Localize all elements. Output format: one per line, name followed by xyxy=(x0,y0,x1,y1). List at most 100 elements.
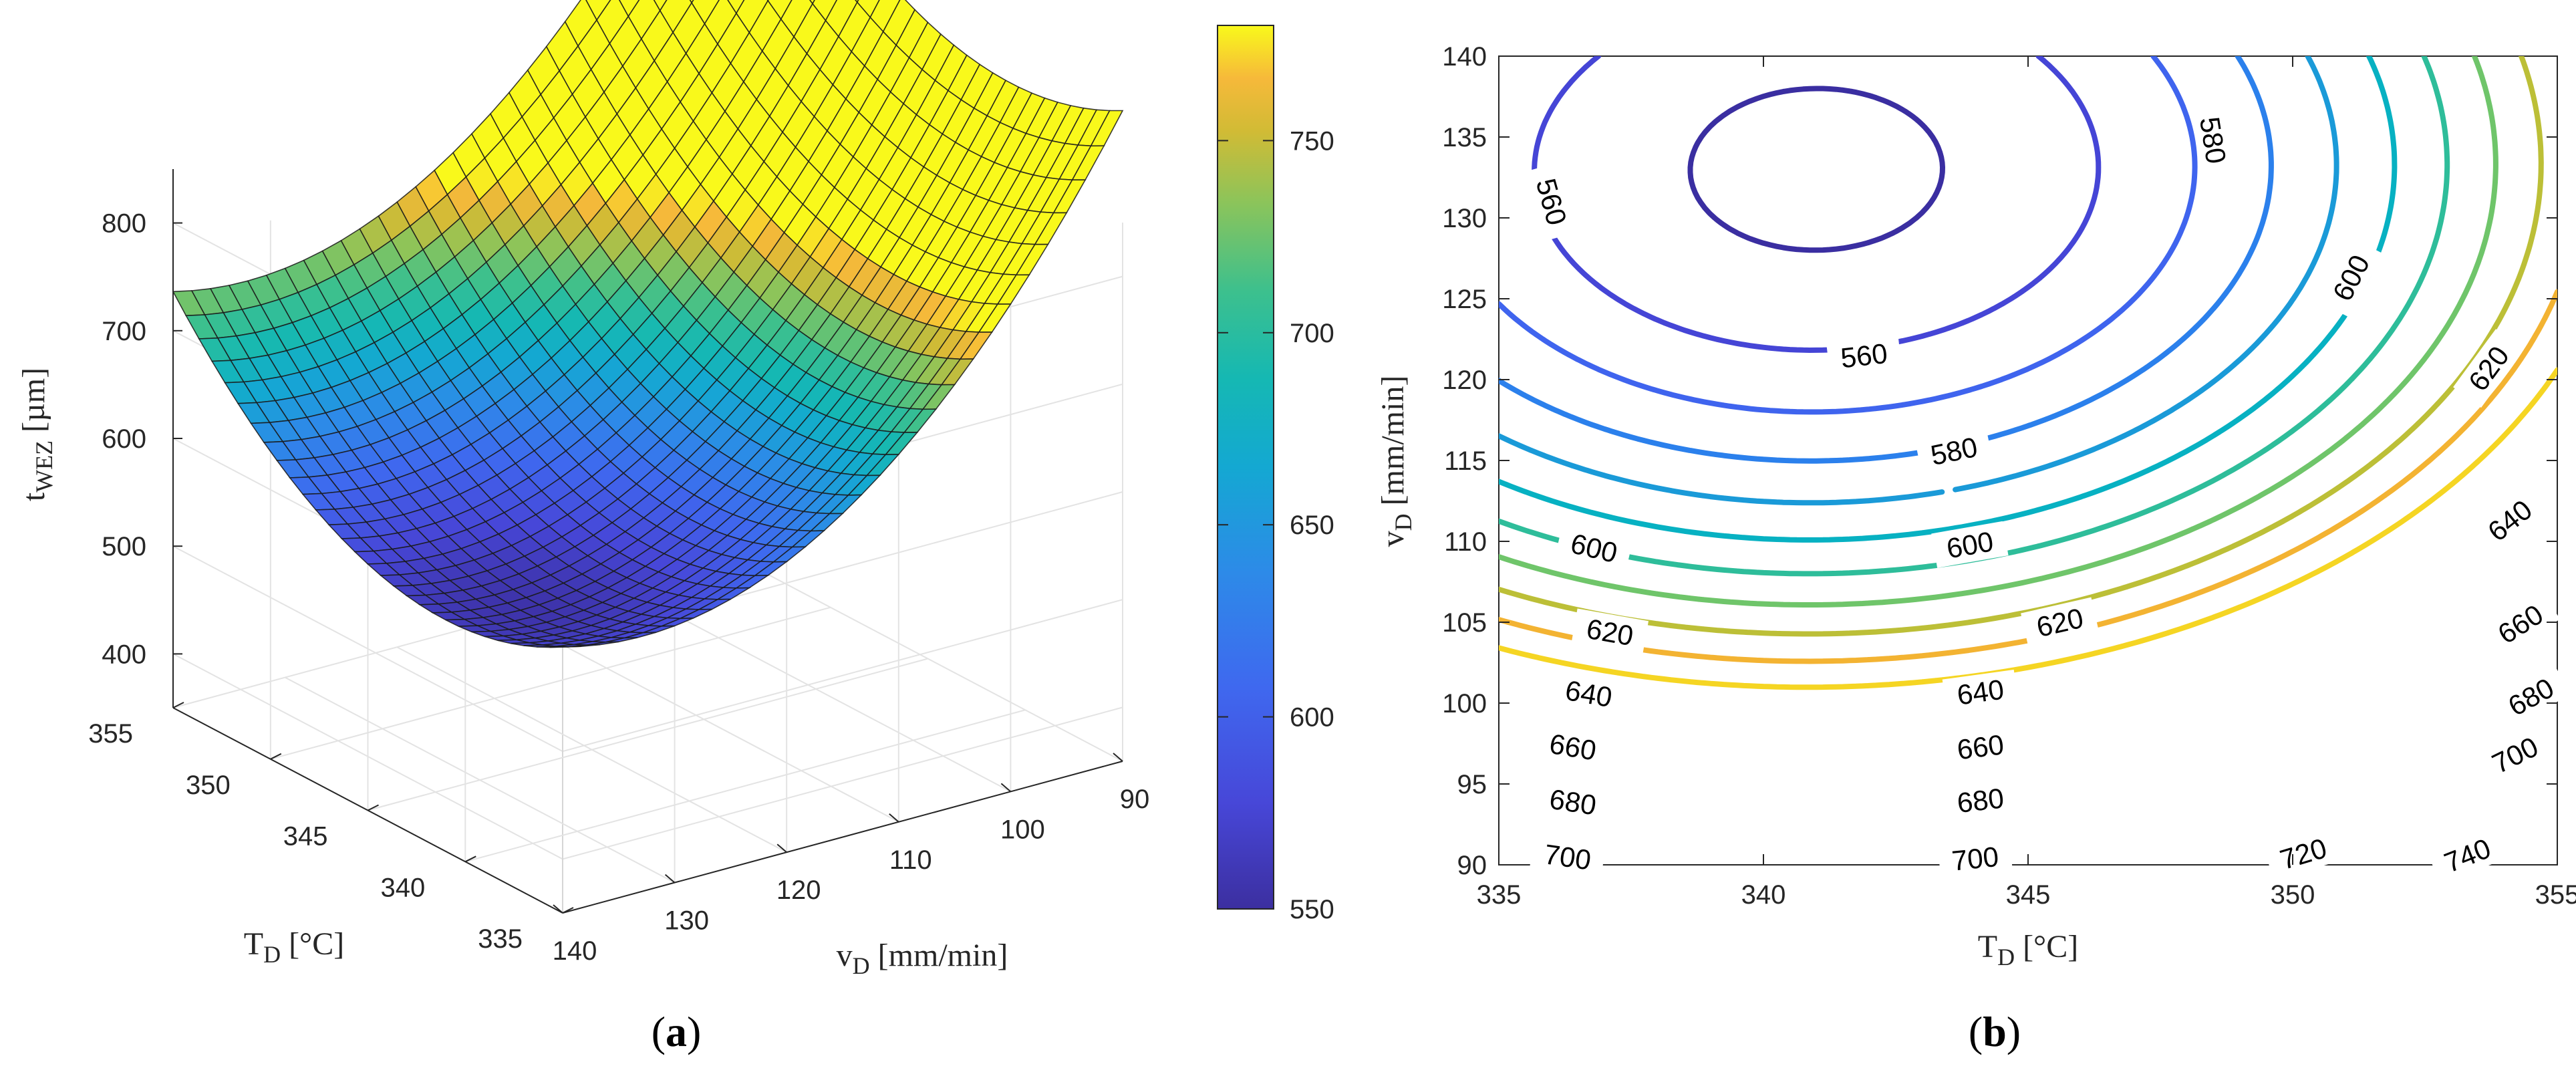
y-tick-label: 135 xyxy=(1442,123,1487,152)
contour-label-bg xyxy=(2427,825,2508,885)
contour-label-bg xyxy=(1914,426,1993,475)
surface-cell xyxy=(549,646,581,648)
colorbar-tick-label: 650 xyxy=(1290,511,1334,540)
y-tick-label: 125 xyxy=(1442,285,1487,314)
z-tick-label: 500 xyxy=(102,532,146,561)
contour-label-text: 640 xyxy=(1563,674,1614,713)
x-tick-label: 335 xyxy=(1477,880,1522,910)
z-tick-label: 400 xyxy=(102,640,146,669)
contour-label: 640 xyxy=(2470,484,2549,557)
back-gridline xyxy=(562,706,1123,860)
contour-plot-area xyxy=(1498,55,2558,865)
contour-axis-ticks: 335 340 345 350 355 90 95 100 105 110 115 120 125 130… xyxy=(1442,42,2576,910)
v-tick xyxy=(776,843,787,853)
contour-label: 640 xyxy=(1550,670,1628,717)
x-tick-label: 350 xyxy=(2271,880,2315,910)
contour-label-text: 700 xyxy=(1542,838,1593,876)
v-tick-label: 90 xyxy=(1120,785,1150,814)
y-axis-label-b: vD [mm/min] xyxy=(1375,376,1417,547)
contour-label-bg xyxy=(2190,102,2237,179)
T-tick xyxy=(562,907,574,914)
z-tick-label: 800 xyxy=(102,209,146,239)
contour-label-bg xyxy=(1931,521,2009,568)
T-tick-label: 345 xyxy=(283,822,328,851)
y-tick-label: 120 xyxy=(1442,366,1487,395)
contour-line-640 xyxy=(1499,56,2339,506)
contour-label-bg xyxy=(1550,670,1628,717)
contour-label-text: 700 xyxy=(1951,841,2000,877)
floor-gridline xyxy=(732,555,1123,762)
back-gridline xyxy=(562,599,1123,753)
contour-line-700 xyxy=(1499,56,2498,608)
x-tick-label: 345 xyxy=(2006,880,2051,910)
v-axis-line xyxy=(562,761,1123,914)
T-tick xyxy=(270,753,282,760)
y-tick-label: 105 xyxy=(1442,608,1487,638)
contour-label: 700 xyxy=(1937,837,2013,880)
colorbar-tick-label: 600 xyxy=(1290,703,1334,732)
floor-gridline xyxy=(285,676,676,884)
y-tick-label: 110 xyxy=(1444,527,1487,557)
v-tick xyxy=(889,813,899,823)
contour-labels: 5605605805806006006006206206206406406406… xyxy=(1525,102,2571,885)
contour-label-bg xyxy=(1937,837,2013,880)
v-tick xyxy=(1113,753,1123,762)
contour-label-bg xyxy=(1529,834,1606,880)
T-tick xyxy=(368,804,379,811)
colorbar-tick-label: 550 xyxy=(1290,895,1334,924)
contour-label-bg xyxy=(1571,608,1649,656)
contour-label: 680 xyxy=(1943,779,2019,822)
contour-label-bg xyxy=(2470,484,2549,557)
T-tick-label: 355 xyxy=(88,719,133,749)
contour-label-bg xyxy=(2453,329,2524,408)
contour-line-620 xyxy=(1499,56,2274,464)
x-axis-label-a: TD [°C] xyxy=(244,926,345,968)
contour-line-560 xyxy=(1687,86,1945,253)
contour-label-bg xyxy=(1943,779,2019,822)
x-axis-label-b: TD [°C] xyxy=(1978,929,2079,970)
contour-line-600 xyxy=(1499,56,2198,415)
y-tick-label: 130 xyxy=(1442,204,1487,233)
T-tick-label: 335 xyxy=(478,924,523,954)
v-tick xyxy=(553,904,563,914)
v-tick-label: 100 xyxy=(1000,815,1045,844)
panel-b-label: (b) xyxy=(1969,1008,2021,1055)
surface-axes xyxy=(172,169,1123,914)
contour-label: 700 xyxy=(1529,834,1606,880)
T-tick xyxy=(172,702,184,708)
contour-label-text: 580 xyxy=(2194,115,2232,166)
floor-gridline xyxy=(465,709,1026,863)
z-tick-label: 700 xyxy=(102,317,146,346)
contour-label: 580 xyxy=(1914,426,1993,475)
contour-label-bg xyxy=(1942,724,2019,769)
v-tick-label: 110 xyxy=(889,845,932,875)
panel-b-contour-plot: 5605605805806006006006206206206406406406… xyxy=(1375,42,2576,1055)
contour-label: 660 xyxy=(1942,724,2019,769)
x-tick-label: 355 xyxy=(2535,880,2576,910)
colorbar-tick-label: 750 xyxy=(1290,126,1334,156)
v-tick xyxy=(664,874,676,884)
surface-mesh xyxy=(172,0,1124,648)
contour-label: 580 xyxy=(2190,102,2237,179)
contour-label-text: 660 xyxy=(1955,728,2005,765)
y-tick-label: 95 xyxy=(1457,770,1487,799)
contour-label-bg xyxy=(2480,589,2561,658)
contour-label-bg xyxy=(2319,237,2383,318)
contour-label-bg xyxy=(1555,523,1634,573)
contour-label-bg xyxy=(2263,826,2343,881)
z-tick-label: 600 xyxy=(102,424,146,454)
v-tick-label: 140 xyxy=(553,936,597,966)
contour-label-text: 680 xyxy=(1548,783,1598,821)
contour-label: 640 xyxy=(1942,670,2019,714)
v-tick xyxy=(1000,783,1012,793)
colorbar-tick-label: 700 xyxy=(1290,319,1334,348)
contour-label: 620 xyxy=(1571,608,1649,656)
contour-label-text: 680 xyxy=(1955,782,2005,819)
y-tick-label: 140 xyxy=(1442,42,1487,72)
contour-label-bg xyxy=(1525,162,1578,241)
T-tick-label: 340 xyxy=(381,873,426,902)
contour-label-bg xyxy=(1942,670,2019,714)
panel-a-surface-plot: 400 500 600 700 800 335 340 345 350 355 90 100 110 12… xyxy=(16,0,1334,1055)
floor-gridline xyxy=(368,658,928,811)
